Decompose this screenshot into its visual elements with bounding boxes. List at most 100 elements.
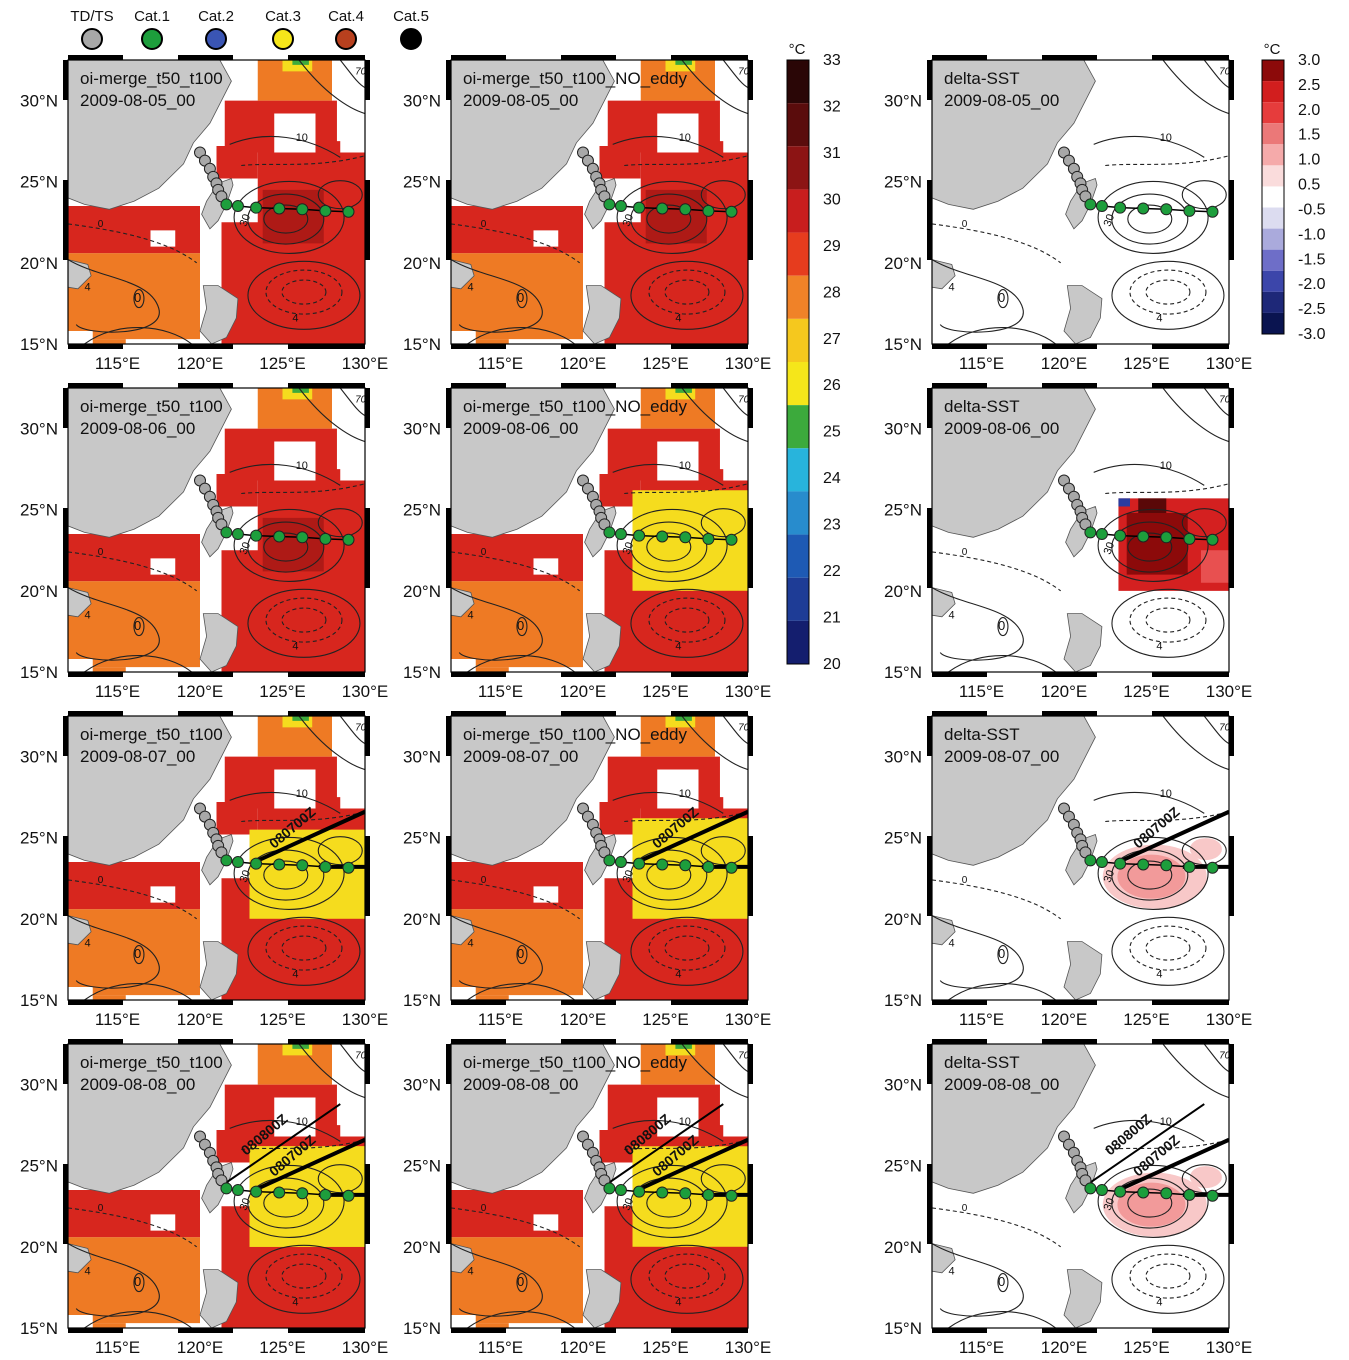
track-point-cat1 — [656, 202, 669, 215]
lon-label: 125°E — [642, 682, 689, 701]
contour-line — [722, 60, 748, 89]
panel-title: oi-merge_t50_t100 — [80, 69, 223, 88]
colorbar-tick-label: 1.0 — [1298, 152, 1320, 169]
contour-line — [932, 259, 1024, 333]
contour-line — [948, 983, 1057, 1000]
track-point-cat1 — [1160, 1187, 1173, 1200]
frame-tick — [671, 1039, 748, 1044]
contour-label: 70 — [355, 67, 367, 78]
sst-gap — [68, 1315, 93, 1328]
track-point-cat1 — [702, 1188, 715, 1201]
sst-gap — [274, 769, 316, 809]
track-point-cat1 — [1206, 205, 1219, 218]
forecast-track — [1117, 809, 1229, 864]
track-point-cat1 — [231, 528, 244, 541]
land-china — [932, 1044, 1096, 1194]
frame-tick — [561, 55, 616, 60]
colorbar-swatch — [1262, 60, 1284, 82]
land-hainan — [68, 259, 92, 290]
track-point-cat1 — [319, 860, 332, 873]
track-point-cat1 — [1114, 529, 1127, 542]
sst-gap — [533, 1214, 559, 1231]
colorbar-tick-label: 25 — [823, 424, 841, 441]
track-point-cat1 — [250, 529, 263, 542]
track-point-cat1 — [633, 857, 646, 870]
forecast-track — [253, 809, 365, 864]
contour-line — [247, 521, 325, 573]
sst-colorbar: °C 33 32 31 30 29 28 27 26 25 24 23 22 21 20 — [786, 41, 841, 673]
contour-line-dashed — [624, 1139, 748, 1151]
contour-line — [612, 135, 724, 158]
frame-tick — [932, 1000, 987, 1005]
panel-title: oi-merge_t50_t100 — [80, 725, 223, 744]
land-hainan — [932, 587, 956, 618]
track-point-cat1 — [250, 857, 263, 870]
land-hainan — [451, 1243, 475, 1274]
track-point-cat1 — [1095, 1184, 1108, 1197]
frame-tick — [748, 836, 753, 916]
contour-line-dashed — [1145, 935, 1191, 961]
lon-label: 120°E — [177, 1338, 224, 1357]
colorbar-tick-label: 26 — [823, 377, 841, 394]
colorbar-tick-label: -0.5 — [1298, 201, 1326, 218]
track-point-cat1 — [342, 861, 355, 874]
track-point-cat1 — [656, 858, 669, 871]
track-point-cat1 — [231, 1184, 244, 1197]
lon-label: 115°E — [959, 354, 1004, 373]
track-point-cat1 — [1095, 528, 1108, 541]
lat-label: 20°N — [20, 1238, 58, 1257]
contour-label: 70 — [1219, 395, 1231, 406]
frame-tick — [1152, 344, 1229, 349]
colorbar-swatch — [787, 620, 809, 664]
land-china — [68, 716, 232, 866]
colorbar-swatch — [787, 146, 809, 190]
contour-line-dashed — [648, 1253, 726, 1299]
frame-tick — [561, 672, 616, 677]
contour-line-dashed — [265, 1253, 343, 1299]
lon-label: 120°E — [560, 682, 607, 701]
colorbar-tick-label: 1.5 — [1298, 127, 1320, 144]
sst-gap — [274, 441, 316, 481]
contour-line-dashed — [265, 597, 343, 643]
map-panel-delta-4: 1040430700080700Z080800Zdelta-SST2009-08… — [884, 1039, 1252, 1357]
track-point-cat1 — [1114, 201, 1127, 214]
map-panel-sst-4: 1040430700080700Z080800Zoi-merge_t50_t10… — [20, 1039, 388, 1357]
contour-label: 4 — [1156, 640, 1162, 652]
contour-line — [1097, 836, 1209, 910]
contour-line — [700, 508, 746, 538]
frame-tick — [748, 60, 753, 100]
track-point-cat1 — [633, 529, 646, 542]
contour-line — [317, 1164, 363, 1194]
contour-line-dashed — [664, 1263, 710, 1289]
contour-line-dashed — [1105, 483, 1229, 495]
frame-tick — [178, 711, 233, 716]
lon-label: 130°E — [725, 1010, 772, 1029]
track-point-cat1 — [679, 531, 692, 544]
frame-tick — [927, 508, 932, 588]
track-point-cat1 — [725, 861, 738, 874]
track-point-cat1 — [1160, 859, 1173, 872]
contour-line-dashed — [932, 879, 1062, 920]
contour-line — [630, 1177, 708, 1229]
contour-label: 0 — [998, 618, 1005, 633]
contour-label: 10 — [679, 460, 691, 472]
sst-field — [640, 1044, 715, 1085]
track-point-cat1 — [1137, 202, 1150, 215]
track-point-cat1 — [319, 1188, 332, 1201]
contour-line — [1162, 1044, 1229, 1099]
contour-line — [700, 836, 746, 866]
frame-tick — [68, 55, 123, 60]
frame-tick — [288, 383, 365, 388]
panel-date: 2009-08-07_00 — [944, 747, 1059, 766]
contour-label: 70 — [1219, 67, 1231, 78]
contour-line — [630, 521, 708, 573]
land-china — [451, 60, 615, 210]
lat-label: 20°N — [20, 254, 58, 273]
track-point-cat1 — [633, 1185, 646, 1198]
lat-label: 30°N — [20, 1076, 58, 1095]
land-hainan — [932, 259, 956, 290]
contour-label: 0 — [517, 290, 524, 305]
delta-field — [1126, 512, 1188, 575]
frame-tick — [365, 836, 370, 916]
